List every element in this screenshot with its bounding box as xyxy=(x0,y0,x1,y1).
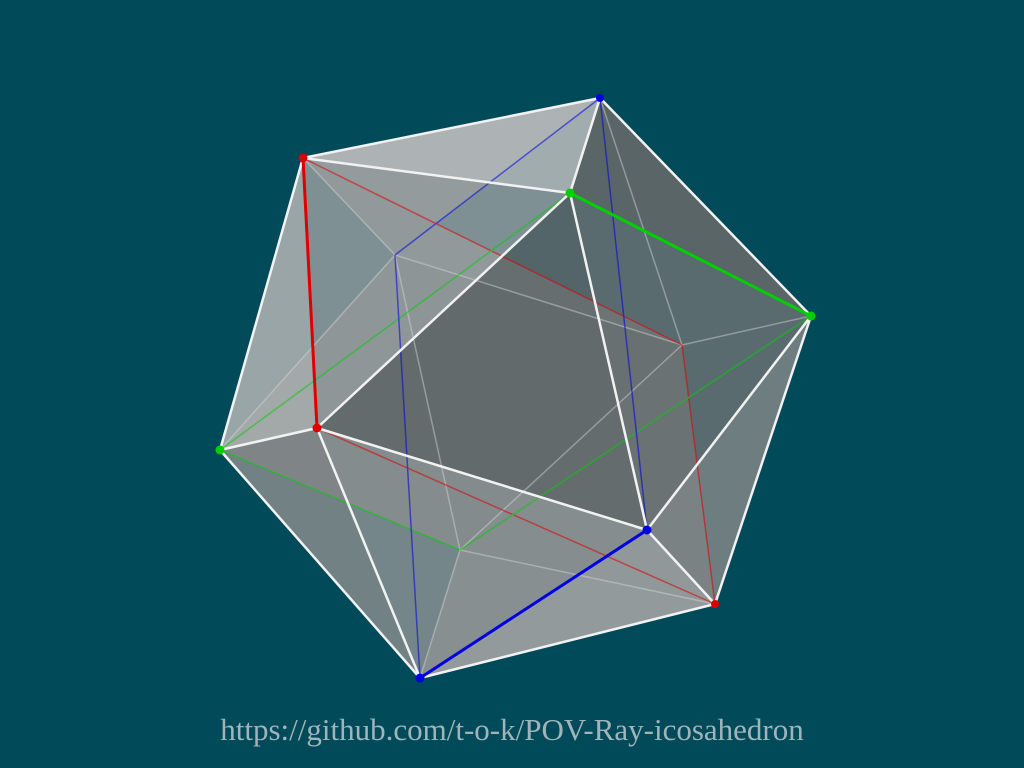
source-url-caption: https://github.com/t-o-k/POV-Ray-icosahe… xyxy=(220,712,804,747)
red-vertex xyxy=(298,153,308,163)
blue-vertex xyxy=(415,673,425,683)
blue-vertex xyxy=(642,525,652,535)
hidden-golden-rectangle-edges xyxy=(219,97,812,679)
vertices xyxy=(215,94,816,683)
back-edges xyxy=(219,97,812,679)
red-rectangle-edge xyxy=(301,156,319,430)
front-edges xyxy=(218,96,813,680)
green-vertex xyxy=(215,445,225,455)
red-vertex xyxy=(312,423,322,433)
red-vertex xyxy=(711,600,719,608)
front-faces xyxy=(220,98,811,678)
green-rectangle-edge xyxy=(568,191,813,318)
green-vertex xyxy=(565,188,575,198)
golden-rectangle-edges xyxy=(301,156,813,680)
blue-vertex xyxy=(596,94,604,102)
blue-rectangle-edge xyxy=(418,528,649,680)
green-vertex xyxy=(806,311,816,321)
